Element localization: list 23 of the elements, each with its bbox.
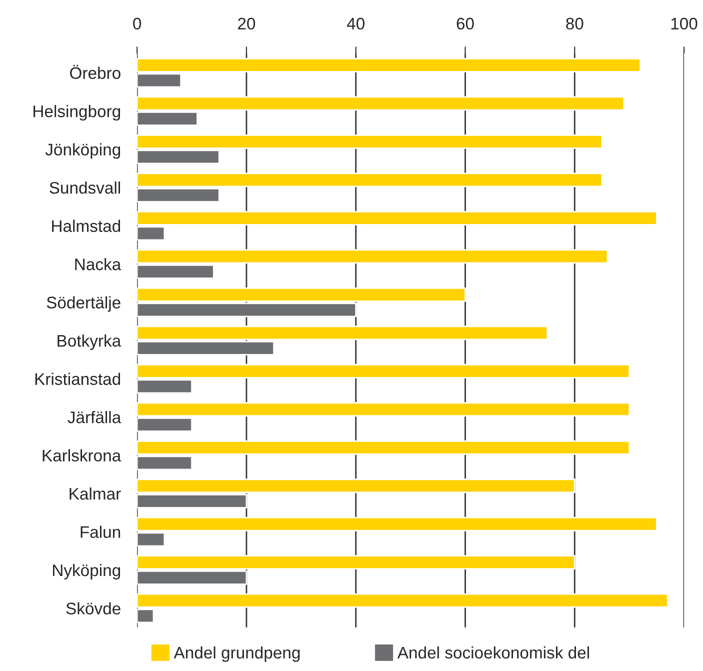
y-tick-label: Södertälje <box>46 296 120 312</box>
y-tick-label: Skövde <box>66 602 120 614</box>
x-tick-label: 60 <box>456 18 474 30</box>
y-tick-label: Botkyrka <box>58 334 122 350</box>
x-tick-label: 0 <box>133 18 142 30</box>
y-tick-label: Järfälla <box>68 410 122 424</box>
y-tick-label: Jönköping <box>45 143 120 159</box>
x-tick-label: 40 <box>346 18 364 30</box>
y-tick-label: Örebro <box>70 64 120 80</box>
y-tick-label: Nacka <box>75 258 122 270</box>
y-tick-label: Kristianstad <box>35 372 120 385</box>
legend-label: Andel socioekonomisk del <box>397 646 589 659</box>
y-tick-label: Helsingborg <box>34 105 120 121</box>
y-tick-label: Nyköping <box>53 564 120 580</box>
y-tick-label: Halmstad <box>52 220 120 232</box>
x-tick-label: 80 <box>566 18 584 30</box>
y-tick-label: Falun <box>80 526 120 538</box>
y-tick-label: Sundsvall <box>50 182 120 194</box>
y-tick-label: Karlskrona <box>42 449 122 462</box>
y-tick-label: Kalmar <box>70 487 121 500</box>
legend-label: Andel grundpeng <box>174 646 300 662</box>
x-tick-label: 100 <box>671 18 698 30</box>
x-tick-label: 20 <box>238 18 256 30</box>
